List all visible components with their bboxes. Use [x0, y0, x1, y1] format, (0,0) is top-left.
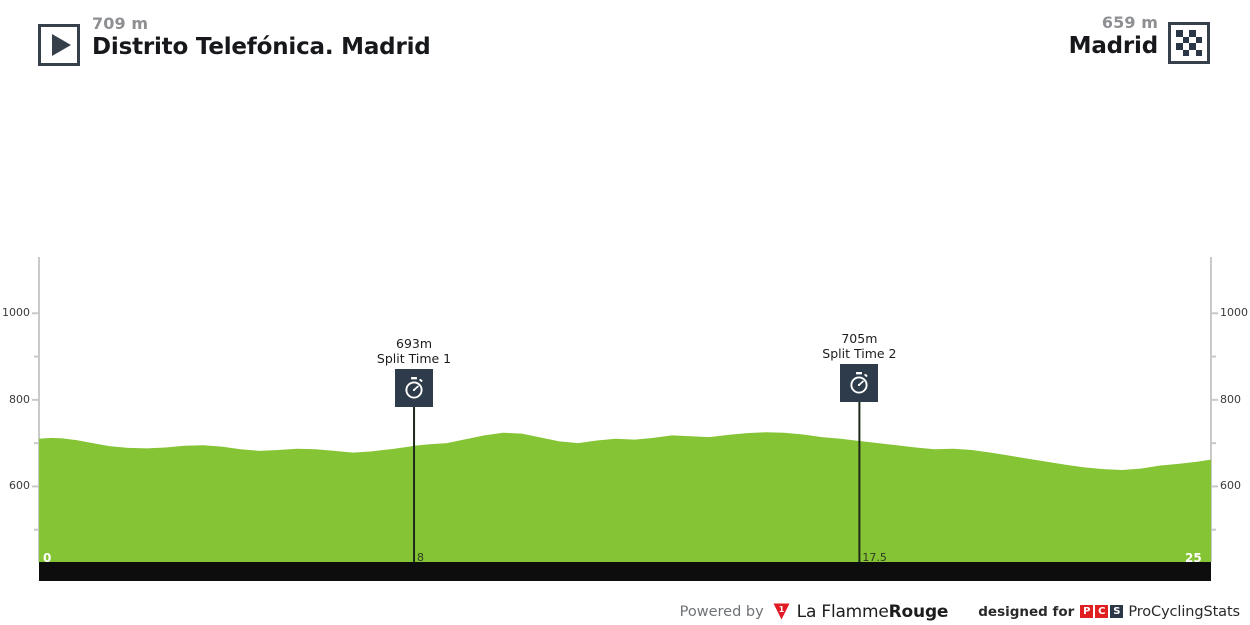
split-name-1: Split Time 1: [376, 351, 452, 366]
powered-by-block: Powered by 1 La FlammeRouge: [680, 602, 949, 622]
elevation-area: [39, 432, 1211, 562]
pcs-letter-c: C: [1095, 605, 1109, 618]
split-altitude-1: 693m: [396, 336, 433, 351]
finish-location-name: Madrid: [1068, 33, 1159, 59]
x-axis-label-0: 0: [43, 551, 52, 565]
pcs-name-label: ProCyclingStats: [1128, 603, 1240, 620]
play-icon: [38, 24, 80, 66]
profile-header: 709 m Distrito Telefónica. Madrid 659 m …: [0, 0, 1250, 80]
x-axis-label-8: 8: [417, 551, 425, 564]
pcs-letter-p: P: [1080, 605, 1094, 618]
split-marker-2[interactable]: 705m Split Time 2: [759, 331, 959, 402]
stopwatch-glyph: [850, 372, 868, 394]
y-axis-label-left-800: 800: [9, 392, 30, 406]
flamme-rouge-bold: Rouge: [888, 601, 949, 622]
split-name-2: Split Time 2: [822, 346, 897, 361]
finish-marker: 659 m Madrid: [1069, 15, 1210, 64]
designed-for-label: designed for: [978, 603, 1075, 620]
stopwatch-glyph: [405, 377, 423, 399]
split-marker-1[interactable]: 693m Split Time 1: [314, 336, 514, 407]
pcs-logo-icon: P C S: [1080, 605, 1124, 618]
checkered-flag-icon: [1168, 22, 1210, 64]
y-axis-label-right-600: 600: [1220, 479, 1241, 493]
split-altitude-2: 705m: [841, 331, 878, 346]
flamme-rouge-icon: 1: [772, 602, 791, 621]
stopwatch-icon[interactable]: [395, 369, 434, 407]
x-axis-label-25: 25: [1185, 551, 1202, 565]
designed-for-block: designed for P C S ProCyclingStats: [978, 604, 1240, 620]
svg-text:1: 1: [778, 605, 784, 614]
flamme-rouge-light: La Flamme: [796, 601, 889, 622]
start-altitude: 709 m: [92, 14, 149, 33]
elevation-profile-chart: [32, 257, 1218, 581]
start-marker: 709 m Distrito Telefónica. Madrid: [38, 16, 431, 66]
profile-svg: [32, 257, 1218, 581]
powered-by-label: Powered by: [679, 603, 764, 620]
road-bar: [39, 562, 1211, 581]
stopwatch-icon[interactable]: [840, 364, 879, 402]
y-axis-label-right-800: 800: [1220, 392, 1241, 406]
x-axis-label-17-5: 17.5: [862, 551, 887, 564]
y-axis-label-right-1000: 1000: [1220, 306, 1248, 320]
y-axis-label-left-600: 600: [9, 479, 30, 493]
start-location-name: Distrito Telefónica. Madrid: [92, 34, 431, 60]
flamme-rouge-wordmark: La FlammeRouge: [797, 602, 949, 622]
pcs-letter-s: S: [1110, 605, 1124, 618]
y-axis-label-left-1000: 1000: [2, 306, 30, 320]
finish-altitude: 659 m: [1101, 13, 1158, 32]
footer: Powered by 1 La FlammeRouge designed for…: [0, 598, 1250, 625]
